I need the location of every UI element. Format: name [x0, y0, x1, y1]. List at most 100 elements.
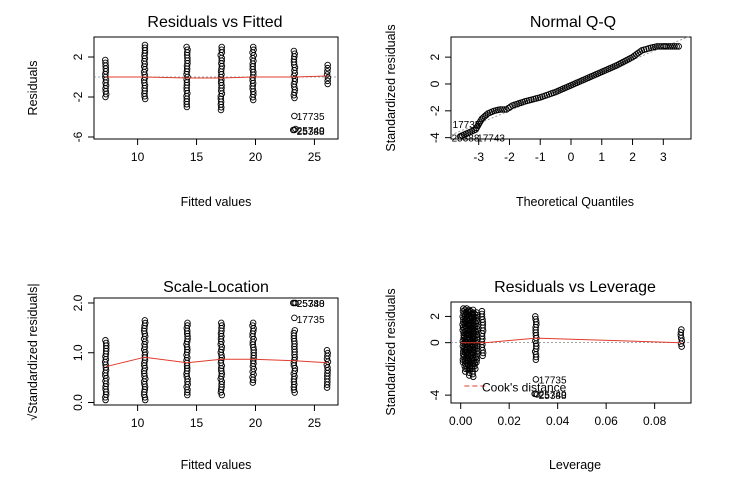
plot-frame — [450, 301, 692, 404]
data-point — [249, 319, 257, 327]
y-tick-label: -2 — [71, 91, 85, 102]
y-tick-label: 0.0 — [71, 394, 85, 411]
point-label: 17735 — [453, 120, 481, 131]
data-point — [478, 310, 486, 318]
x-tick-label: 10 — [131, 150, 145, 164]
panel-3-xlabel: Fitted values — [181, 458, 252, 472]
point-label: 25388 — [297, 299, 325, 310]
plot-frame — [93, 297, 339, 406]
panel-residuals-vs-leverage: Residuals vs Leverage Leverage Standardi… — [384, 279, 692, 472]
data-point — [184, 46, 191, 53]
panel-2-xlabel: Theoretical Quantiles — [516, 195, 634, 209]
qq-point — [667, 43, 674, 50]
outlier-point — [292, 299, 299, 307]
x-tick-label: 0.02 — [498, 414, 522, 428]
qq-point — [501, 106, 508, 113]
outlier-point — [291, 112, 298, 120]
data-point — [250, 46, 257, 54]
data-point — [290, 329, 298, 337]
data-point — [249, 43, 257, 51]
data-point — [184, 319, 191, 327]
qq-point — [663, 43, 670, 50]
point-label: 17735 — [297, 315, 325, 326]
data-point — [324, 64, 331, 72]
panel-4-ylabel: Standardized residuals — [384, 288, 398, 415]
qq-point — [483, 111, 490, 119]
data-point — [102, 339, 110, 347]
data-point — [218, 319, 225, 327]
point-label: 17735 — [539, 375, 567, 386]
y-tick-label: -4 — [428, 389, 442, 400]
x-tick-label: 0 — [568, 150, 575, 164]
x-tick-label: -1 — [535, 150, 546, 164]
plot-frame — [93, 36, 339, 140]
data-point — [677, 329, 685, 336]
x-tick-label: 15 — [190, 150, 204, 164]
point-label: 17735 — [297, 112, 325, 123]
y-tick-label: 2 — [428, 313, 442, 320]
data-point — [291, 50, 298, 58]
data-point — [141, 319, 149, 327]
cooks-distance-legend: Cook's distance — [482, 380, 567, 394]
panel-1-xlabel: Fitted values — [181, 195, 252, 209]
outlier-point — [289, 299, 297, 307]
data-point — [532, 315, 539, 323]
panel-1-title: Residuals vs Fitted — [147, 14, 282, 31]
data-point — [218, 46, 225, 53]
panel-4-xlabel: Leverage — [549, 458, 601, 472]
x-tick-label: 0.04 — [546, 414, 570, 428]
qq-point — [675, 43, 682, 50]
x-tick-label: 0.08 — [643, 414, 667, 428]
x-tick-label: 0.06 — [594, 414, 618, 428]
qq-point — [496, 106, 504, 113]
qq-point — [499, 106, 506, 113]
y-tick-label: 0 — [428, 80, 442, 87]
data-point — [532, 313, 539, 320]
qq-point — [636, 48, 644, 56]
y-tick-label: -4 — [428, 132, 442, 143]
panel-4-plot-area: 0.00 0.02 0.04 0.06 0.08 2 0 -4 Cook's distance1… — [428, 301, 692, 428]
data-point — [478, 307, 486, 315]
data-point — [323, 71, 331, 78]
data-point — [323, 347, 331, 354]
data-point — [324, 77, 331, 85]
panel-2-title: Normal Q-Q — [530, 14, 616, 31]
qq-point — [658, 43, 665, 50]
outlier-point — [533, 391, 541, 398]
data-point — [324, 61, 331, 69]
smoother-line — [105, 75, 328, 79]
point-label: 25740 — [297, 299, 325, 310]
data-point — [183, 43, 190, 51]
x-tick-label: 0.00 — [449, 414, 473, 428]
qq-point — [665, 43, 672, 50]
y-tick-label: -6 — [71, 131, 85, 142]
y-tick-label: -2 — [428, 105, 442, 116]
outlier-point — [292, 125, 299, 133]
y-tick-label: 1.0 — [71, 344, 85, 361]
data-point — [324, 349, 331, 357]
x-tick-label: 25 — [308, 150, 322, 164]
qq-point — [653, 43, 661, 50]
x-tick-label: -2 — [504, 150, 515, 164]
panel-normal-qq: Normal Q-Q Theoretical Quantiles Standar… — [384, 14, 692, 209]
x-tick-label: 2 — [629, 150, 636, 164]
data-point — [218, 43, 225, 51]
data-point — [141, 44, 149, 51]
point-label: 25388 — [539, 391, 567, 402]
y-tick-label: 2 — [428, 53, 442, 60]
point-label: 25740 — [539, 390, 567, 401]
data-point — [290, 47, 298, 55]
panel-3-title: Scale-Location — [163, 279, 269, 296]
qq-reference-line — [450, 35, 692, 136]
data-point — [141, 41, 149, 49]
panel-1-ylabel: Residuals — [26, 61, 40, 116]
qq-point — [669, 43, 676, 50]
data-point — [474, 312, 481, 319]
x-tick-label: 20 — [249, 416, 263, 430]
y-tick-label: 2 — [71, 53, 85, 60]
point-label: 25388 — [297, 127, 325, 138]
